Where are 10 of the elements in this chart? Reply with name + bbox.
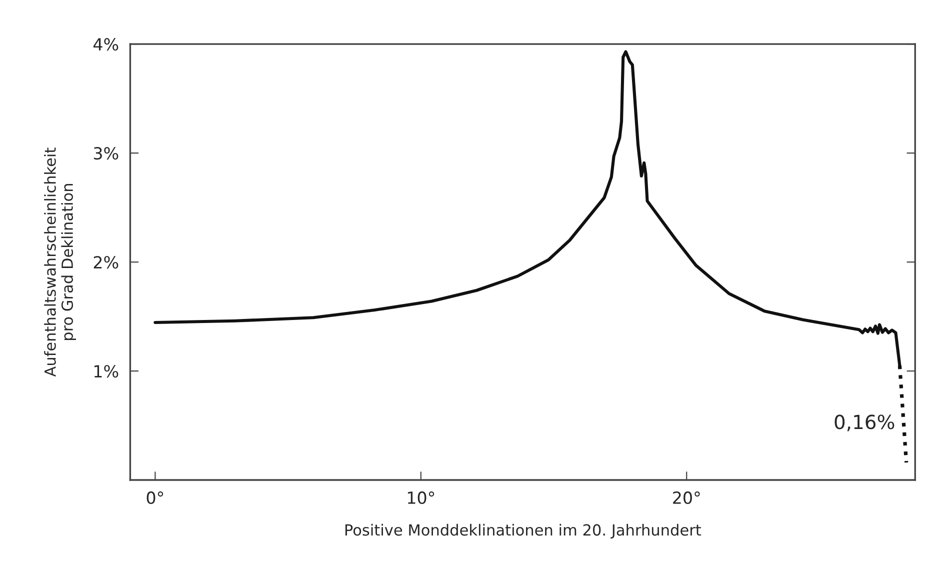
x-tick-label: 10° [408,491,434,504]
x-tick-label: 20° [673,491,700,504]
y-axis-title: Aufenthaltswahrscheinlichkeit pro Grad Deklination [44,148,76,377]
annotation: 0,16% [834,414,894,432]
y-tick-label: 1% [94,364,118,378]
y-tick-label: 2% [94,256,118,269]
x-tick-label: 0° [146,491,164,504]
y-tick-label: 3% [94,147,118,160]
x-axis-title: Positive Monddeklinationen im 20. Jahrhundert [345,524,702,539]
y-tick-label: 4% [93,38,118,51]
